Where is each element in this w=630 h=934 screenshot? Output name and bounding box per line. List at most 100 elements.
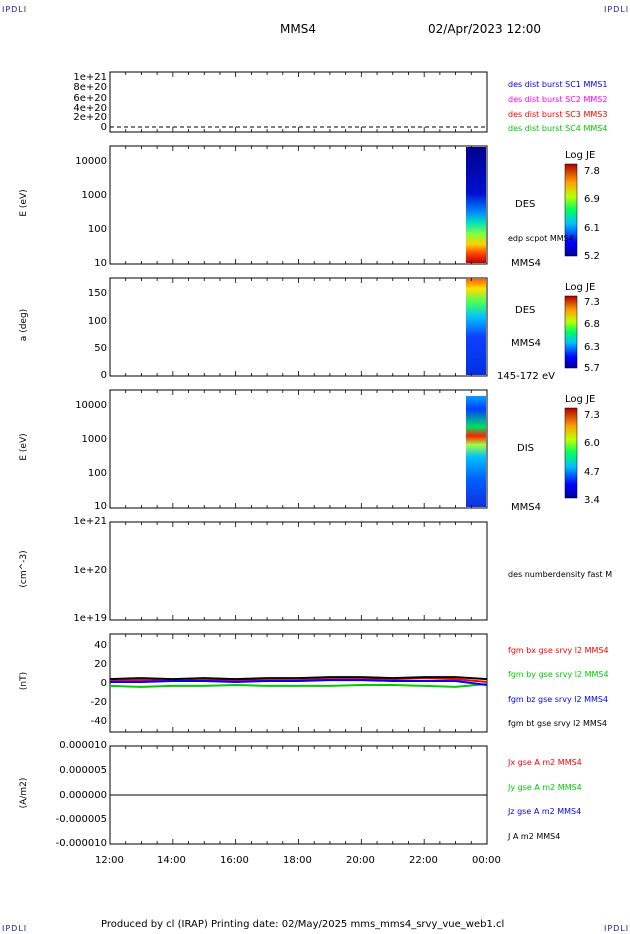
colorbar-des-pitch <box>564 295 578 369</box>
p2-spacecraft-label: MMS4 <box>511 258 541 269</box>
panel-5-frame <box>109 521 488 621</box>
p5-ytick: 1e+21 <box>73 516 107 527</box>
p5-ylabel: (cm^-3) <box>19 550 29 588</box>
corner-label-top-left: IPDLI <box>2 5 28 14</box>
p3-ytick: 150 <box>87 288 107 299</box>
p5-ytick: 1e+20 <box>73 565 107 576</box>
x-tick-label: 18:00 <box>283 855 312 866</box>
p2-instrument-label: DES <box>515 199 536 210</box>
panel-6-frame <box>109 633 488 733</box>
p1-legend-mms1: des dist burst SC1 MMS1 <box>508 80 608 89</box>
p6-ytick: 40 <box>94 640 107 651</box>
p7-ytick: 0.000010 <box>59 740 107 751</box>
p7-legend-jz: Jz gse A m2 MMS4 <box>508 807 582 816</box>
corner-label-bottom-right: IPDLI <box>604 924 630 933</box>
field-series-line <box>110 679 488 686</box>
p4-ytick: 10000 <box>75 400 107 411</box>
field-series-line <box>109 683 488 688</box>
p2-ytick: 10000 <box>75 156 107 167</box>
x-tick-label: 00:00 <box>472 855 501 866</box>
p1-ytick: 6e+20 <box>73 93 107 104</box>
p2-colorbar-tick: 6.9 <box>584 194 600 205</box>
field-series-line <box>109 676 488 681</box>
dis-energy-spectrogram <box>466 396 486 507</box>
p4-colorbar-tick: 4.7 <box>584 467 600 478</box>
p7-legend-j: J A m2 MMS4 <box>508 832 561 841</box>
p6-ytick: 20 <box>94 659 107 670</box>
p7-ytick: -0.000010 <box>55 838 107 849</box>
p2-colorbar-title: Log JE <box>565 150 596 161</box>
p4-ylabel: E (eV) <box>19 433 29 461</box>
p4-ytick: 100 <box>87 468 107 479</box>
corner-label-top-right: IPDLI <box>604 5 630 14</box>
p2-ylabel: E (eV) <box>19 189 29 217</box>
p4-colorbar-tick: 7.3 <box>584 410 600 421</box>
p4-ytick: 10 <box>94 501 107 512</box>
p6-legend-bz: fgm bz gse srvy l2 MMS4 <box>508 695 609 704</box>
p1-ytick: 2e+20 <box>73 112 107 123</box>
p6-legend-bt: fgm bt gse srvy l2 MMS4 <box>508 719 607 728</box>
p4-spacecraft-label: MMS4 <box>511 502 541 513</box>
p1-legend-mms3: des dist burst SC3 MMS3 <box>508 110 608 119</box>
footer-credits: Produced by cl (IRAP) Printing date: 02/… <box>101 919 505 930</box>
p4-colorbar-tick: 3.4 <box>584 495 600 506</box>
p1-ytick: 1e+21 <box>73 72 107 83</box>
x-tick-label: 20:00 <box>346 855 375 866</box>
p7-legend-jx: Jx gse A m2 MMS4 <box>508 758 582 767</box>
p6-legend-by: fgm by gse srvy l2 MMS4 <box>508 670 609 679</box>
p1-legend-mms2: des dist burst SC2 MMS2 <box>508 95 608 104</box>
x-tick-label: 16:00 <box>220 855 249 866</box>
p7-ytick: 0.000000 <box>59 790 107 801</box>
spacecraft-title: MMS4 <box>280 22 316 36</box>
p5-ytick: 1e+19 <box>73 613 107 624</box>
p2-ytick: 10 <box>94 258 107 269</box>
panel-1-frame <box>109 71 488 133</box>
p7-ylabel: (A/m2) <box>19 777 29 809</box>
p4-colorbar-title: Log JE <box>565 394 596 405</box>
p4-instrument-label: DIS <box>517 443 534 454</box>
magnetic-field-traces <box>109 676 488 688</box>
p6-ytick: -20 <box>90 697 107 708</box>
p4-ytick: 1000 <box>81 434 107 445</box>
p3-instrument-label: DES <box>515 305 536 316</box>
p3-colorbar-tick: 5.7 <box>584 363 600 374</box>
p3-ytick: 100 <box>87 316 107 327</box>
p2-ytick: 1000 <box>81 190 107 201</box>
p3-ytick: 0 <box>100 370 107 381</box>
p3-energy-range-label: 145-172 eV <box>497 371 555 382</box>
p5-legend-density: des numberdensity fast M <box>508 570 613 579</box>
x-tick-label: 14:00 <box>157 855 186 866</box>
p1-ytick: 4e+20 <box>73 103 107 114</box>
p3-ylabel: a (deg) <box>19 308 29 342</box>
panel-2-frame <box>109 145 488 265</box>
corner-label-bottom-left: IPDLI <box>2 924 28 933</box>
p6-legend-bx: fgm bx gse srvy l2 MMS4 <box>508 646 609 655</box>
p6-ytick: -40 <box>90 716 107 727</box>
p6-ytick: 0 <box>100 678 107 689</box>
p2-colorbar-tick: 7.8 <box>584 166 600 177</box>
p1-legend-mms4: des dist burst SC4 MMS4 <box>508 124 608 133</box>
p1-ytick: 0 <box>100 122 107 133</box>
des-energy-spectrogram <box>466 147 486 263</box>
p7-ytick: 0.000005 <box>59 765 107 776</box>
p3-colorbar-title: Log JE <box>565 282 596 293</box>
des-pitch-angle-spectrogram <box>466 279 486 375</box>
date-time-title: 02/Apr/2023 12:00 <box>428 22 542 36</box>
panel-4-frame <box>109 389 488 509</box>
p1-ytick: 8e+20 <box>73 82 107 93</box>
p2-colorbar-tick: 6.1 <box>584 223 600 234</box>
axis-tickmarks <box>109 72 488 844</box>
colorbar-dis-energy <box>564 407 578 499</box>
x-tick-label: 12:00 <box>95 855 124 866</box>
p4-colorbar-tick: 6.0 <box>584 438 600 449</box>
p2-colorbar-tick: 5.2 <box>584 251 600 262</box>
p3-spacecraft-label: MMS4 <box>511 338 541 349</box>
p3-colorbar-tick: 7.3 <box>584 297 600 308</box>
p7-ytick: -0.000005 <box>55 814 107 825</box>
p6-ylabel: (nT) <box>19 671 29 691</box>
p3-ytick: 50 <box>94 343 107 354</box>
p3-colorbar-tick: 6.3 <box>584 342 600 353</box>
p2-overlay-label: edp scpot MMS4 <box>508 234 574 243</box>
x-tick-label: 22:00 <box>409 855 438 866</box>
